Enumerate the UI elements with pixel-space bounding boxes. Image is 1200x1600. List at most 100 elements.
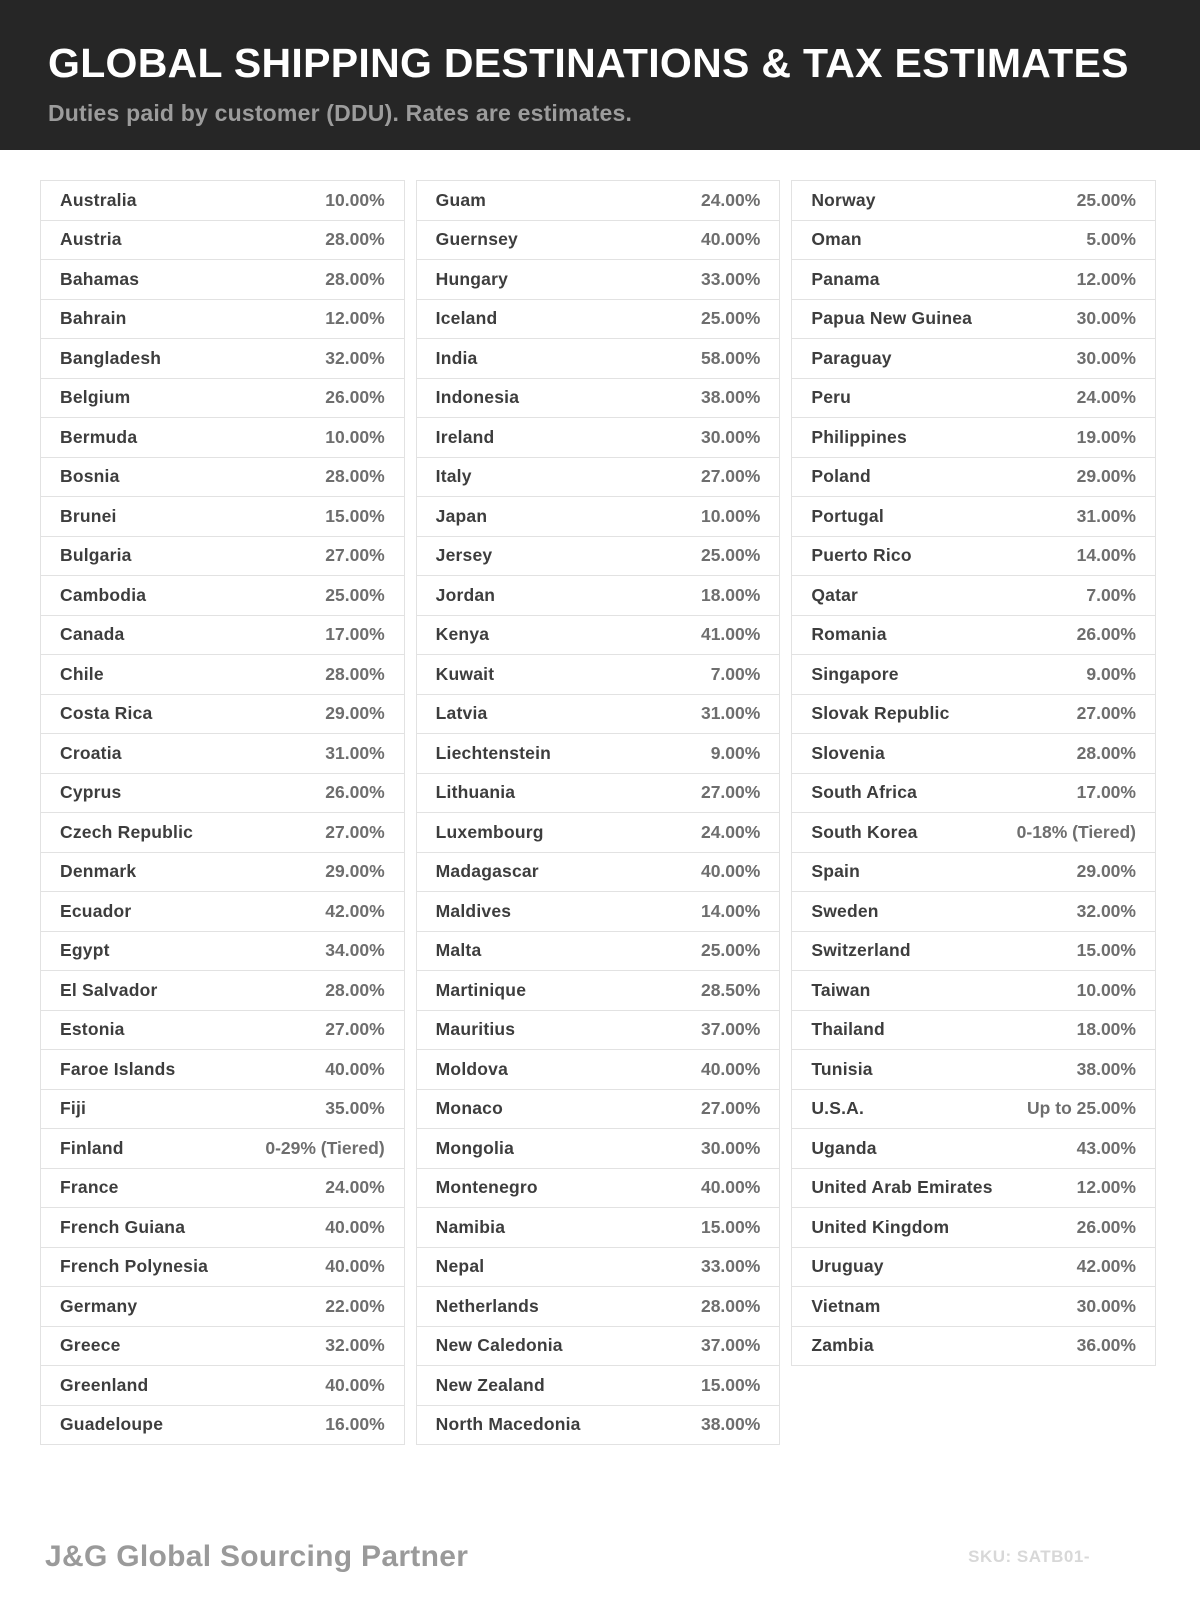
tax-rate: 17.00% — [325, 624, 385, 645]
country-name: Bahrain — [60, 308, 127, 329]
tax-rate: 34.00% — [325, 940, 385, 961]
table-row: Bermuda 10.00% — [41, 418, 404, 458]
tax-table: Australia 10.00% Austria 28.00% Bahamas 28.00… — [40, 180, 1156, 1445]
table-row: United Kingdom 26.00% — [792, 1208, 1155, 1248]
country-name: French Polynesia — [60, 1256, 209, 1277]
tax-rate: 22.00% — [325, 1295, 385, 1316]
country-name: Peru — [811, 387, 852, 408]
country-name: New Caledonia — [435, 1335, 563, 1356]
tax-rate: 27.00% — [700, 1098, 761, 1119]
country-name: Finland — [60, 1137, 124, 1158]
table-row: Slovak Republic 27.00% — [792, 694, 1155, 734]
tax-rate: 30.00% — [700, 426, 761, 447]
country-name: Croatia — [60, 742, 122, 763]
tax-rate: 32.00% — [1076, 900, 1136, 921]
tax-rate: 28.00% — [325, 979, 385, 1000]
country-name: Jordan — [435, 584, 496, 605]
country-name: Poland — [811, 466, 871, 487]
tax-rate: 18.00% — [1076, 1019, 1136, 1040]
page-title: GLOBAL SHIPPING DESTINATIONS & TAX ESTIM… — [48, 40, 1129, 86]
table-row: New Zealand 15.00% — [416, 1366, 780, 1406]
country-name: Singapore — [811, 663, 899, 684]
tax-rate: 18.00% — [700, 584, 761, 605]
table-row: Netherlands 28.00% — [416, 1287, 780, 1327]
tax-rate: 10.00% — [1076, 979, 1136, 1000]
country-name: New Zealand — [435, 1374, 545, 1395]
table-row: French Guiana 40.00% — [41, 1208, 404, 1248]
country-name: Moldova — [435, 1058, 509, 1079]
tax-rate: 29.00% — [1076, 861, 1136, 882]
table-row: Austria 28.00% — [41, 220, 404, 260]
tax-rate: 28.00% — [700, 1295, 761, 1316]
table-row: North Macedonia 38.00% — [416, 1405, 780, 1444]
tax-rate: 0-18% (Tiered) — [1016, 821, 1136, 842]
tax-rate: 27.00% — [700, 466, 761, 487]
table-row: Italy 27.00% — [416, 457, 780, 497]
tax-rate: 26.00% — [1076, 1216, 1136, 1237]
table-row: Finland 0-29% (Tiered) — [41, 1129, 404, 1169]
country-name: Luxembourg — [435, 821, 544, 842]
country-name: Kenya — [435, 624, 490, 645]
tax-rate: 5.00% — [1086, 229, 1136, 250]
country-name: Bermuda — [60, 426, 138, 447]
country-name: Nepal — [435, 1256, 485, 1277]
tax-rate: 43.00% — [1076, 1137, 1136, 1158]
table-row: Spain 29.00% — [792, 852, 1155, 892]
country-name: Hungary — [435, 268, 509, 289]
brand-name: J&G Global Sourcing Partner — [45, 1540, 469, 1573]
tax-rate: 19.00% — [1076, 426, 1136, 447]
tax-rate: 14.00% — [1076, 545, 1136, 566]
tax-rate: 17.00% — [1076, 782, 1136, 803]
tax-rate: 31.00% — [700, 703, 761, 724]
table-row: Montenegro 40.00% — [416, 1168, 780, 1208]
table-row: Belgium 26.00% — [41, 378, 404, 418]
country-name: France — [60, 1177, 119, 1198]
table-row: Tunisia 38.00% — [792, 1050, 1155, 1090]
tax-rate: 27.00% — [1076, 703, 1136, 724]
table-row: Canada 17.00% — [41, 615, 404, 655]
table-row: Singapore 9.00% — [792, 655, 1155, 695]
table-row: Jersey 25.00% — [416, 536, 780, 576]
table-row: Latvia 31.00% — [416, 694, 780, 734]
tax-rate: 40.00% — [325, 1058, 385, 1079]
table-row: United Arab Emirates 12.00% — [792, 1168, 1155, 1208]
tax-rate: 38.00% — [700, 1414, 761, 1435]
tax-rate: 29.00% — [325, 703, 385, 724]
country-name: Chile — [60, 663, 104, 684]
country-name: Australia — [60, 189, 137, 210]
country-name: Slovak Republic — [811, 703, 950, 724]
tax-rate: 40.00% — [325, 1374, 385, 1395]
tax-rate: 28.00% — [325, 268, 385, 289]
country-name: Ireland — [435, 426, 495, 447]
table-row: Jordan 18.00% — [416, 576, 780, 616]
tax-rate: 25.00% — [325, 584, 385, 605]
tax-rate: 42.00% — [325, 900, 385, 921]
tax-rate: 25.00% — [1076, 189, 1136, 210]
country-name: French Guiana — [60, 1216, 186, 1237]
country-name: Jersey — [435, 545, 493, 566]
table-row: Germany 22.00% — [41, 1287, 404, 1327]
table-row: New Caledonia 37.00% — [416, 1326, 780, 1366]
tax-rate: 35.00% — [325, 1098, 385, 1119]
country-name: Italy — [435, 466, 472, 487]
tax-rate: 12.00% — [1076, 1177, 1136, 1198]
country-name: U.S.A. — [811, 1098, 865, 1119]
country-name: Namibia — [435, 1216, 506, 1237]
table-row: South Africa 17.00% — [792, 773, 1155, 813]
tax-rate: 12.00% — [1076, 268, 1136, 289]
tax-rate: 38.00% — [700, 387, 761, 408]
tax-rate: 40.00% — [700, 229, 761, 250]
tax-rate: 32.00% — [325, 1335, 385, 1356]
country-name: Zambia — [811, 1335, 874, 1356]
tax-rate: 9.00% — [710, 742, 761, 763]
country-name: India — [435, 347, 478, 368]
country-name: Bulgaria — [60, 545, 132, 566]
country-name: Iceland — [435, 308, 498, 329]
table-row: Indonesia 38.00% — [416, 378, 780, 418]
table-row: Ecuador 42.00% — [41, 892, 404, 932]
country-name: Egypt — [60, 940, 110, 961]
table-row: Mauritius 37.00% — [416, 1010, 780, 1050]
tax-rate: 25.00% — [700, 545, 761, 566]
tax-rate: 40.00% — [700, 1058, 761, 1079]
country-name: Slovenia — [811, 742, 885, 763]
